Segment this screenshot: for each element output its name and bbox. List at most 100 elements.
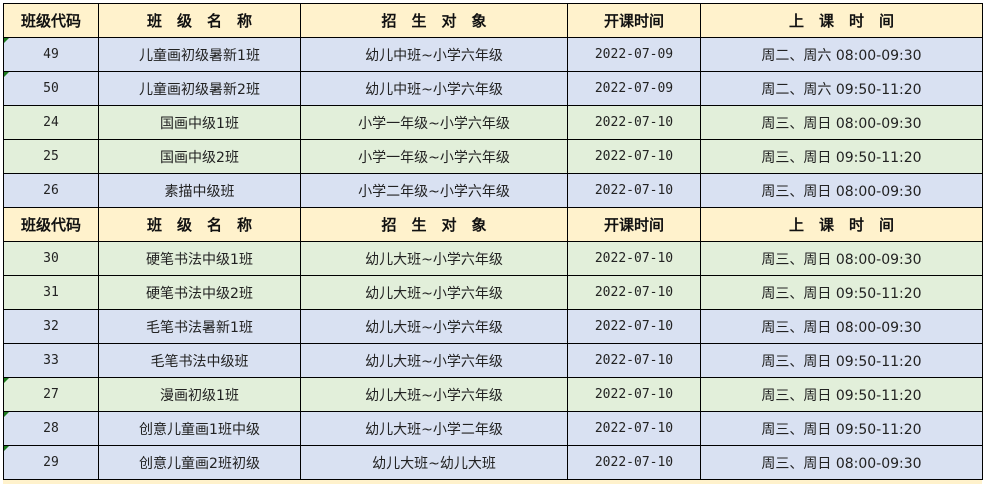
schedule-cell[interactable]: 周三、周日 08:00-09:30 [700,105,983,140]
header-cell[interactable]: 开课时间 [567,207,701,242]
cell-text: 2022-07-10 [594,319,674,334]
target-students-cell[interactable]: 幼儿大班~幼儿大班 [300,445,568,480]
error-indicator-icon[interactable] [4,38,9,43]
cell-text: 周二、周六 09:50-11:20 [761,81,922,98]
class-code-cell[interactable]: 30 [3,241,99,276]
class-name-cell[interactable]: 硬笔书法中级2班 [98,275,301,310]
schedule-cell[interactable]: 周二、周六 08:00-09:30 [700,37,983,72]
target-students-cell[interactable]: 幼儿中班~小学六年级 [300,71,568,106]
class-name-cell[interactable]: 国画中级1班 [98,105,301,140]
error-indicator-icon[interactable] [4,72,9,77]
target-students-cell[interactable]: 幼儿大班~小学六年级 [300,241,568,276]
header-cell[interactable]: 招 生 对 象 [300,207,568,242]
cell-text: 创意儿童画1班中级 [139,421,260,438]
schedule-cell[interactable]: 周二、周六 09:50-11:20 [700,71,983,106]
class-code-cell[interactable]: 31 [3,275,99,310]
header-cell[interactable]: 开课时间 [567,3,701,38]
class-code-cell[interactable]: 25 [3,139,99,174]
cell-text: 28 [43,421,59,436]
cell-text: 2022-07-10 [594,285,674,300]
schedule-cell[interactable]: 周三、周日 09:50-11:20 [700,377,983,412]
cell-text: 硬笔书法中级2班 [146,285,253,302]
cell-text: 儿童画初级暑新2班 [139,81,260,98]
error-indicator-icon[interactable] [4,446,9,451]
start-date-cell[interactable]: 2022-07-10 [567,275,701,310]
target-students-cell[interactable]: 幼儿大班~小学六年级 [300,309,568,344]
schedule-cell[interactable]: 周三、周日 09:50-11:20 [700,343,983,378]
class-name-cell[interactable]: 漫画初级1班 [98,377,301,412]
class-code-cell[interactable]: 50 [3,71,99,106]
cell-text: 上 课 时 间 [788,216,894,234]
cell-text: 班级代码 [20,216,81,234]
class-schedule-table: 班级代码 班 级 名 称 招 生 对 象 开课时间 上 课 时 间 49 儿童画初… [3,3,983,480]
start-date-cell[interactable]: 2022-07-10 [567,309,701,344]
class-code-cell[interactable]: 33 [3,343,99,378]
class-name-cell[interactable]: 毛笔书法中级班 [98,343,301,378]
cell-text: 毛笔书法暑新1班 [146,319,253,336]
start-date-cell[interactable]: 2022-07-10 [567,343,701,378]
start-date-cell[interactable]: 2022-07-10 [567,445,701,480]
start-date-cell[interactable]: 2022-07-10 [567,377,701,412]
target-students-cell[interactable]: 幼儿中班~小学六年级 [300,37,568,72]
class-code-cell[interactable]: 49 [3,37,99,72]
class-name-cell[interactable]: 素描中级班 [98,173,301,208]
cell-text: 小学一年级~小学六年级 [358,115,510,132]
schedule-cell[interactable]: 周三、周日 09:50-11:20 [700,139,983,174]
error-indicator-icon[interactable] [4,412,9,417]
schedule-cell[interactable]: 周三、周日 09:50-11:20 [700,411,983,446]
start-date-cell[interactable]: 2022-07-09 [567,71,701,106]
start-date-cell[interactable]: 2022-07-10 [567,139,701,174]
target-students-cell[interactable]: 小学一年级~小学六年级 [300,139,568,174]
target-students-cell[interactable]: 幼儿大班~小学二年级 [300,411,568,446]
class-name-cell[interactable]: 硬笔书法中级1班 [98,241,301,276]
start-date-cell[interactable]: 2022-07-10 [567,105,701,140]
header-cell[interactable]: 招 生 对 象 [300,3,568,38]
cell-text: 2022-07-10 [594,387,674,402]
target-students-cell[interactable]: 幼儿大班~小学六年级 [300,275,568,310]
cell-text: 32 [43,319,59,334]
class-name-cell[interactable]: 毛笔书法暑新1班 [98,309,301,344]
target-students-cell[interactable]: 幼儿大班~小学六年级 [300,343,568,378]
class-code-cell[interactable]: 29 [3,445,99,480]
header-cell[interactable]: 班级代码 [3,3,99,38]
class-name-cell[interactable]: 创意儿童画1班中级 [98,411,301,446]
target-students-cell[interactable]: 幼儿大班~小学六年级 [300,377,568,412]
error-indicator-icon[interactable] [4,378,9,383]
header-cell[interactable]: 上 课 时 间 [700,3,983,38]
schedule-cell[interactable]: 周三、周日 08:00-09:30 [700,241,983,276]
class-name-cell[interactable]: 国画中级2班 [98,139,301,174]
cell-text: 幼儿大班~小学六年级 [365,319,503,336]
class-code-cell[interactable]: 26 [3,173,99,208]
header-cell[interactable]: 班级代码 [3,207,99,242]
cell-text: 周三、周日 08:00-09:30 [761,455,922,472]
schedule-cell[interactable]: 周三、周日 08:00-09:30 [700,173,983,208]
cell-text: 漫画初级1班 [160,387,239,404]
class-name-cell[interactable]: 儿童画初级暑新2班 [98,71,301,106]
class-name-cell[interactable]: 儿童画初级暑新1班 [98,37,301,72]
cell-text: 24 [43,115,59,130]
cell-text: 幼儿大班~幼儿大班 [372,455,496,472]
class-code-cell[interactable]: 32 [3,309,99,344]
start-date-cell[interactable]: 2022-07-09 [567,37,701,72]
class-name-cell[interactable]: 创意儿童画2班初级 [98,445,301,480]
schedule-cell[interactable]: 周三、周日 08:00-09:30 [700,445,983,480]
table-row: 30 硬笔书法中级1班 幼儿大班~小学六年级 2022-07-10 周三、周日 08:0… [3,241,983,276]
cell-text: 幼儿大班~小学二年级 [365,421,503,438]
start-date-cell[interactable]: 2022-07-10 [567,173,701,208]
cell-text: 创意儿童画2班初级 [139,455,260,472]
schedule-cell[interactable]: 周三、周日 09:50-11:20 [700,275,983,310]
start-date-cell[interactable]: 2022-07-10 [567,241,701,276]
start-date-cell[interactable]: 2022-07-10 [567,411,701,446]
cell-text: 国画中级1班 [160,115,239,132]
target-students-cell[interactable]: 小学一年级~小学六年级 [300,105,568,140]
schedule-cell[interactable]: 周三、周日 08:00-09:30 [700,309,983,344]
header-cell[interactable]: 上 课 时 间 [700,207,983,242]
cell-text: 2022-07-10 [594,353,674,368]
header-cell[interactable]: 班 级 名 称 [98,207,301,242]
class-code-cell[interactable]: 28 [3,411,99,446]
cell-text: 2022-07-09 [594,81,674,96]
header-cell[interactable]: 班 级 名 称 [98,3,301,38]
class-code-cell[interactable]: 27 [3,377,99,412]
target-students-cell[interactable]: 小学二年级~小学六年级 [300,173,568,208]
class-code-cell[interactable]: 24 [3,105,99,140]
